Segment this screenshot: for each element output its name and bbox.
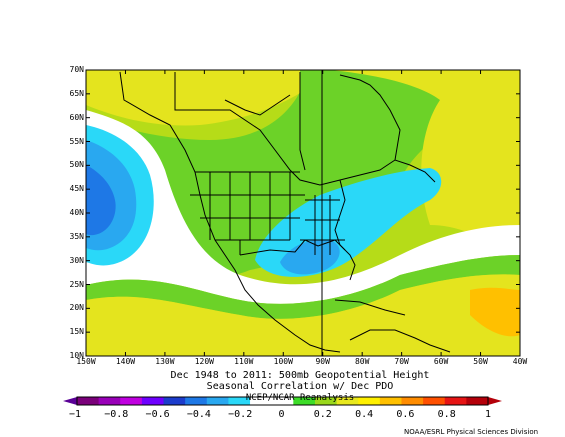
colorbar	[63, 396, 502, 406]
colorbar-high-arrow	[488, 397, 502, 405]
colorbar-swatch	[206, 397, 229, 405]
lon-label: 50W	[473, 357, 488, 366]
colorbar-label: −0.6	[145, 409, 170, 420]
field-yellow-north	[86, 70, 330, 126]
colorbar-label: −1	[68, 409, 82, 420]
colorbar-swatch	[250, 397, 273, 405]
caption-line-2: Seasonal Correlation w/ Dec PDO	[206, 381, 394, 392]
lat-label: 50N	[69, 160, 84, 170]
lat-label: 30N	[69, 255, 84, 265]
colorbar-label: −0.8	[104, 409, 129, 420]
colorbar-swatch	[358, 397, 381, 405]
lon-label: 130W	[155, 357, 175, 366]
colorbar-label: 0	[278, 409, 285, 420]
lon-label: 100W	[273, 357, 293, 366]
lon-label: 60W	[433, 357, 449, 366]
colorbar-low-arrow	[63, 397, 77, 405]
lon-label: 150W	[76, 357, 96, 366]
colorbar-swatch	[228, 397, 251, 405]
field-green-north	[86, 70, 520, 279]
colorbar-swatch	[271, 397, 294, 405]
lon-label: 140W	[115, 357, 136, 366]
colorbar-swatch	[185, 397, 208, 405]
colorbar-label: −0.2	[228, 409, 253, 420]
field-orange-south	[470, 287, 520, 337]
colorbar-label: −0.4	[186, 409, 211, 420]
lat-label: 45N	[69, 184, 84, 194]
lat-label: 65N	[69, 88, 84, 98]
lon-label: 80W	[354, 357, 370, 366]
colorbar-label: 0.8	[437, 409, 456, 420]
lon-label: 90W	[315, 357, 330, 366]
field-yellow-south	[86, 274, 520, 356]
colorbar-label: 0.4	[355, 409, 374, 420]
colorbar-swatch	[423, 397, 446, 405]
lat-label: 35N	[69, 231, 84, 241]
colorbar-swatch	[120, 397, 143, 405]
colorbar-swatch	[163, 397, 186, 405]
colorbar-swatch	[466, 397, 489, 405]
field-yellow-east	[330, 70, 520, 260]
lat-label: 40N	[69, 208, 84, 217]
tick-marks	[85, 69, 521, 357]
lat-label: 55N	[69, 136, 84, 146]
field-white-band	[86, 110, 520, 304]
field-green-south	[86, 255, 520, 319]
lat-label: 20N	[69, 303, 84, 313]
lon-label: 70W	[394, 357, 409, 366]
colorbar-swatch	[336, 397, 359, 405]
lat-label: 60N	[69, 112, 84, 122]
colorbar-swatch	[314, 397, 338, 405]
state-borders	[190, 171, 345, 255]
colorbar-swatch	[77, 397, 100, 405]
colorbar-swatch	[401, 397, 424, 405]
caption-line-1: Dec 1948 to 2011: 500mb Geopotential Hei…	[170, 370, 430, 381]
lat-label: 70N	[69, 65, 84, 74]
caption-line-3: NCEP/NCAR Reanalysis	[245, 393, 355, 403]
lon-label: 40W	[512, 357, 528, 366]
field-darkblue-west	[86, 165, 116, 236]
colorbar-swatch	[98, 397, 121, 405]
colorbar-swatch	[141, 397, 165, 405]
field-blue-east	[280, 239, 340, 275]
colorbar-label: 1	[484, 409, 492, 420]
lat-label: 25N	[69, 279, 84, 289]
colorbar-swatch	[444, 397, 467, 405]
lat-label: 15N	[69, 327, 84, 337]
lon-label: 120W	[194, 357, 214, 366]
colorbar-swatch	[379, 397, 402, 405]
colorbar-label: 0.2	[313, 409, 332, 420]
colorbar-label: 0.6	[396, 409, 415, 420]
credit-text: NOAA/ESRL Physical Sciences Division	[404, 428, 539, 436]
lat-label: 10N	[69, 351, 84, 360]
colorbar-swatch	[293, 397, 316, 405]
colorbar-outline	[76, 396, 489, 406]
lon-label: 110W	[234, 357, 254, 366]
coastlines	[119, 71, 451, 353]
